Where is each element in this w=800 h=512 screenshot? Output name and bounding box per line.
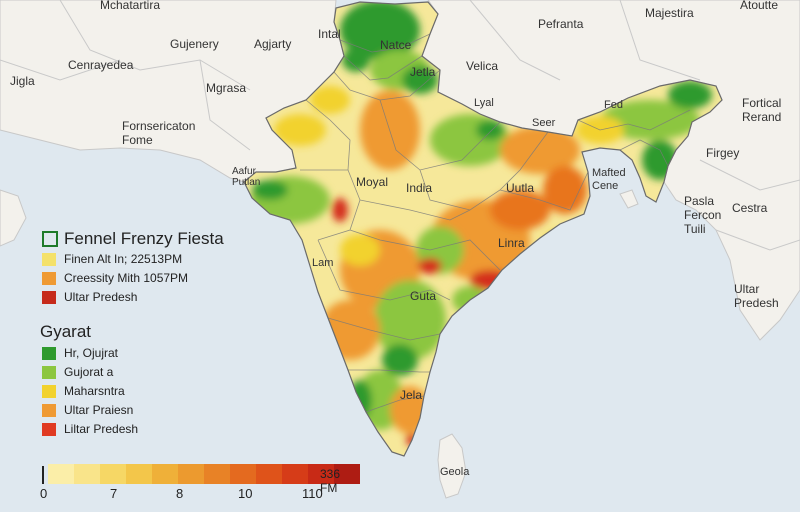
- color-scale-segment: [152, 464, 178, 484]
- scale-tick: 7: [110, 486, 118, 501]
- legend-item-label: Gujorat a: [64, 365, 114, 379]
- label-guta: Guta: [410, 289, 437, 303]
- legend-swatch: [42, 290, 56, 304]
- legend-item: Finen Alt In; 22513PM: [42, 252, 182, 266]
- label-pasla: Pasla Fercon Tuili: [684, 194, 722, 236]
- legend-sub-item: Ultar Praiesn: [42, 403, 133, 417]
- label-velica: Velica: [466, 59, 499, 73]
- label-seer: Seer: [532, 117, 556, 129]
- legend-item-label: Finen Alt In; 22513PM: [64, 252, 183, 266]
- scale-tick: 10: [238, 486, 253, 501]
- color-scale-segment: [308, 464, 334, 484]
- color-scale-segment: [100, 464, 126, 484]
- label-jetla: Jetla: [410, 65, 436, 79]
- label-india: India: [406, 181, 433, 195]
- color-scale-bar: [48, 464, 360, 484]
- label-moyal: Moyal: [356, 175, 389, 189]
- land-west-coast: [0, 189, 27, 247]
- color-scale-segment: [48, 464, 74, 484]
- scale-tick: 110: [302, 486, 323, 501]
- legend-sub-item: Liltar Predesh: [42, 422, 138, 436]
- legend-subtitle: Gyarat: [40, 322, 92, 341]
- label-jela: Jela: [400, 388, 423, 402]
- label-lam: Lam: [312, 257, 334, 269]
- legend-item: Creessity Mith 1057PM: [42, 271, 188, 285]
- label-aafur: Aafur Putlan: [232, 166, 261, 188]
- label-lyal: Lyal: [474, 97, 494, 109]
- legend-title-text: Fennel Frenzy Fiesta: [64, 229, 224, 248]
- label-mchatartira: Mchatartira: [100, 0, 161, 12]
- label-mafted-cene: Mafted Cene: [592, 167, 626, 192]
- label-uutla: Uutla: [506, 181, 535, 195]
- label-atoutte: Atoutte: [740, 0, 779, 12]
- color-scale-segment: [334, 464, 360, 484]
- label-ultar-predesh-right: Ultar Predesh: [734, 282, 779, 310]
- legend-item-label: Maharsntra: [64, 384, 125, 398]
- legend-swatch: [42, 346, 56, 360]
- label-jigla: Jigla: [10, 74, 35, 88]
- legend-title: Fennel Frenzy Fiesta: [42, 229, 224, 249]
- color-scale-segment: [282, 464, 308, 484]
- label-fortical-rerand: Fortical Rerand: [742, 96, 782, 124]
- legend-item-label: Ultar Predesh: [64, 290, 138, 304]
- color-scale-unit: 336 FM: [320, 467, 341, 495]
- label-cenrayedea: Cenrayedea: [68, 58, 134, 72]
- label-fornsericaton: Fornsericaton Fome: [122, 119, 196, 147]
- label-fed: Fed: [604, 99, 623, 111]
- label-intal: Intal: [318, 27, 341, 41]
- foreign-borders: [0, 0, 800, 251]
- land-sri-lanka: [437, 433, 467, 499]
- color-scale-segment: [126, 464, 152, 484]
- legend-title-box-icon: [42, 231, 58, 247]
- legend-swatch: [42, 384, 56, 398]
- label-geola: Geola: [440, 466, 470, 478]
- color-scale-start-mark: [42, 466, 44, 484]
- color-scale-segment: [256, 464, 282, 484]
- legend-item-label: Liltar Predesh: [64, 422, 139, 436]
- color-scale-segment: [204, 464, 230, 484]
- legend-swatch: [42, 422, 56, 436]
- label-linra: Linra: [498, 236, 525, 250]
- legend-sub-item: Hr, Ojujrat: [42, 346, 118, 360]
- land-east-islands: [619, 189, 639, 209]
- scale-tick: 0: [40, 486, 48, 501]
- label-natce: Natce: [380, 38, 412, 52]
- legend-item-label: Hr, Ojujrat: [64, 346, 119, 360]
- legend-sub-item: Gujorat a: [42, 365, 113, 379]
- color-scale-segment: [178, 464, 204, 484]
- label-agjarty: Agjarty: [254, 37, 292, 51]
- label-cestra: Cestra: [732, 201, 768, 215]
- color-scale-segment: [74, 464, 100, 484]
- legend-swatch: [42, 252, 56, 266]
- label-mgrasa: Mgrasa: [206, 81, 247, 95]
- legend-item-label: Ultar Praiesn: [64, 403, 134, 417]
- legend-swatch: [42, 403, 56, 417]
- label-pefranta: Pefranta: [538, 17, 584, 31]
- legend-swatch: [42, 365, 56, 379]
- color-scale-segment: [230, 464, 256, 484]
- label-majestira: Majestira: [645, 6, 694, 20]
- label-gujenery: Gujenery: [170, 37, 219, 51]
- label-firgey: Firgey: [706, 146, 740, 160]
- legend-sub-item: Maharsntra: [42, 384, 125, 398]
- legend-swatch: [42, 271, 56, 285]
- scale-tick: 8: [176, 486, 184, 501]
- legend-item-label: Creessity Mith 1057PM: [64, 271, 189, 285]
- legend-item: Ultar Predesh: [42, 290, 137, 304]
